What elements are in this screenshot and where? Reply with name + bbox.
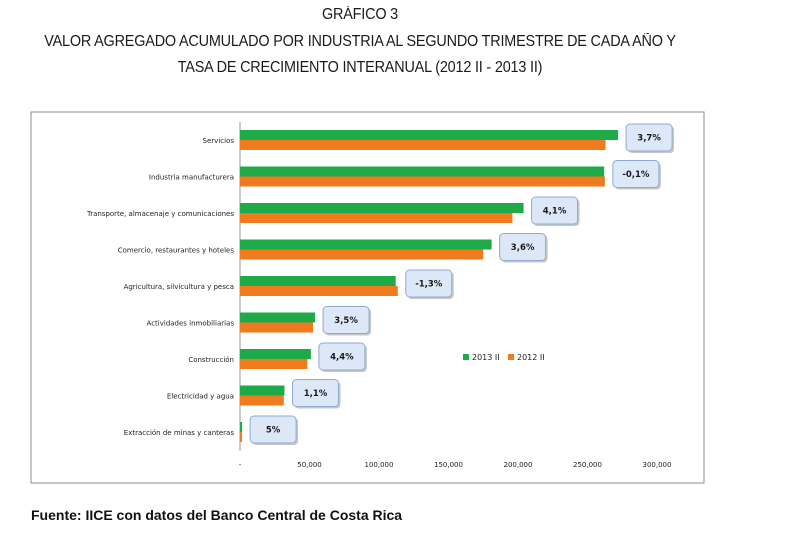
bar-2012 bbox=[240, 249, 484, 260]
chart-subtitle-line2: TASA DE CRECIMIENTO INTERANUAL (2012 II … bbox=[177, 59, 543, 76]
chart-title: GRÁFICO 3 bbox=[321, 6, 399, 23]
growth-label: 4,4% bbox=[330, 353, 354, 363]
bar-2012 bbox=[240, 359, 308, 369]
bar-2013 bbox=[240, 385, 285, 396]
growth-callout bbox=[291, 379, 339, 407]
bar-2012 bbox=[240, 213, 513, 223]
bar-2013 bbox=[240, 239, 492, 250]
category-label: Electricidad y agua bbox=[167, 393, 234, 401]
category-label: Transporte, almacenaje y comunicaciones bbox=[86, 210, 234, 218]
growth-label: 1,1% bbox=[304, 389, 328, 399]
x-tick-label: 200,000 bbox=[504, 461, 533, 469]
x-tick-label: - bbox=[239, 461, 242, 469]
bar-2012 bbox=[240, 322, 313, 333]
bar-2012 bbox=[240, 432, 242, 442]
bar-2012 bbox=[240, 176, 605, 187]
growth-callout bbox=[612, 160, 660, 188]
x-tick-label: 50,000 bbox=[297, 461, 322, 469]
category-label: Servicios bbox=[203, 137, 235, 145]
growth-label: -1,3% bbox=[415, 280, 443, 290]
growth-label: -0,1% bbox=[622, 170, 650, 180]
growth-label: 5% bbox=[266, 426, 281, 436]
category-label: Actividades inmobiliarias bbox=[147, 320, 235, 328]
chart-subtitle-line1: VALOR AGREGADO ACUMULADO POR INDUSTRIA A… bbox=[44, 33, 676, 50]
growth-callout bbox=[531, 196, 579, 225]
growth-callout bbox=[318, 342, 366, 371]
growth-callout bbox=[625, 123, 673, 152]
legend-swatch-2013 bbox=[463, 354, 469, 360]
legend: 2013 II 2012 II bbox=[463, 353, 545, 362]
category-label: Industria manufacturera bbox=[149, 174, 234, 182]
bar-2013 bbox=[240, 349, 311, 359]
growth-label: 3,6% bbox=[511, 243, 535, 253]
legend-label-2012: 2012 II bbox=[517, 353, 545, 362]
category-label: Construcción bbox=[188, 356, 234, 364]
category-label: Agricultura, silvicultura y pesca bbox=[124, 283, 234, 291]
source-note: Fuente: IICE con datos del Banco Central… bbox=[31, 507, 403, 523]
bar-2013 bbox=[240, 422, 243, 432]
growth-callout bbox=[322, 306, 370, 334]
bar-chart: Servicios 3,7% Industria manufacturera -0,1… bbox=[30, 111, 705, 484]
category-label: Comercio, restaurantes y hoteles bbox=[118, 247, 235, 255]
category-label: Extracción de minas y canteras bbox=[124, 429, 235, 437]
bar-2013 bbox=[240, 276, 396, 286]
growth-label: 3,5% bbox=[334, 316, 358, 326]
growth-callout bbox=[249, 415, 297, 444]
x-tick-label: 150,000 bbox=[434, 461, 463, 469]
x-tick-label: 250,000 bbox=[573, 461, 602, 469]
bar-2012 bbox=[240, 395, 284, 406]
x-tick-label: 100,000 bbox=[365, 461, 394, 469]
bar-2012 bbox=[240, 286, 398, 296]
bar-2013 bbox=[240, 312, 316, 323]
bar-2012 bbox=[240, 140, 606, 150]
bar-2013 bbox=[240, 203, 524, 213]
legend-swatch-2012 bbox=[508, 354, 514, 360]
bar-2013 bbox=[240, 166, 605, 177]
growth-callout bbox=[405, 269, 453, 298]
legend-label-2013: 2013 II bbox=[472, 353, 500, 362]
bar-2013 bbox=[240, 130, 619, 140]
growth-label: 4,1% bbox=[543, 207, 567, 217]
growth-label: 3,7% bbox=[637, 134, 661, 144]
x-tick-label: 300,000 bbox=[643, 461, 672, 469]
growth-callout bbox=[499, 233, 547, 261]
